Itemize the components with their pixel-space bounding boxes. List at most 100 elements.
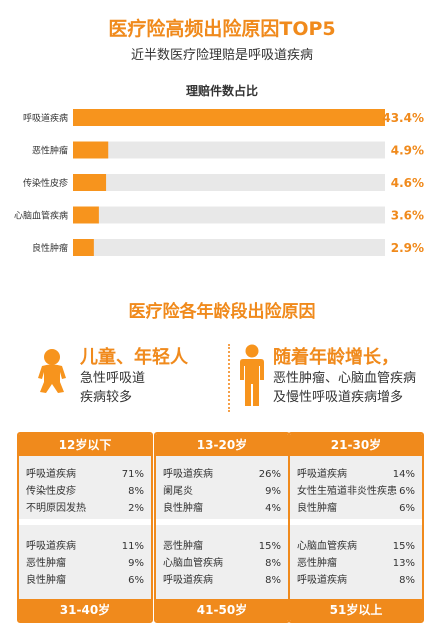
bar-3 <box>73 206 99 224</box>
table-row: 呼吸道疾病 14% <box>297 467 415 483</box>
cause-pct: 9% <box>128 558 144 569</box>
bar-track <box>73 239 385 256</box>
cause-name: 呼吸道疾病 <box>26 541 76 552</box>
cause-name: 心脑血管疾病 <box>297 541 357 552</box>
cause-name: 呼吸道疾病 <box>163 575 213 586</box>
table-row: 良性肿瘤 6% <box>297 501 415 517</box>
bar-track <box>73 141 385 159</box>
cause-name: 呼吸道疾病 <box>26 469 76 480</box>
age-label-bottom: 31-40岁 <box>19 599 151 621</box>
value-label: 4.6% <box>391 176 424 190</box>
cause-name: 不明原因发热 <box>26 503 86 514</box>
cause-pct: 8% <box>265 558 281 569</box>
table-row: 传染性皮疹 8% <box>26 484 144 500</box>
bar-0 <box>73 109 385 126</box>
age-panel-1: 13-20岁呼吸道疾病 26% 阑尾炎 9% 良性肿瘤 4% 恶性肿瘤 15% 心脑血管疾病 8%… <box>154 432 290 623</box>
bar-4 <box>73 239 94 256</box>
cause-name: 女性生殖道非炎性疾患 <box>297 486 397 497</box>
value-label: 43.4% <box>382 111 424 125</box>
adult-desc-line-2: 及慢性呼吸道疾病增多 <box>273 390 404 405</box>
bar-track <box>73 206 385 224</box>
cause-pct: 14% <box>392 469 415 480</box>
cause-name: 心脑血管疾病 <box>163 558 223 569</box>
cause-pct: 6% <box>399 486 415 497</box>
table-row: 不明原因发热 2% <box>26 501 144 517</box>
cause-pct: 8% <box>399 575 415 586</box>
panel-gap <box>156 519 288 525</box>
cause-name: 恶性肿瘤 <box>26 558 66 569</box>
cause-pct: 2% <box>128 503 144 514</box>
value-label: 4.9% <box>391 144 424 158</box>
cause-name: 呼吸道疾病 <box>297 575 347 586</box>
panel-top-body <box>290 456 422 519</box>
age-label-bottom: 41-50岁 <box>156 599 288 621</box>
cause-pct: 11% <box>121 541 144 552</box>
cause-name: 良性肿瘤 <box>297 503 337 514</box>
category-label: 心脑血管疾病 <box>14 210 68 222</box>
cause-pct: 6% <box>128 575 144 586</box>
table-row: 良性肿瘤 4% <box>163 501 281 517</box>
cause-name: 传染性皮疹 <box>26 486 76 497</box>
page-subtitle: 近半数医疗险理赔是呼吸道疾病 <box>130 48 313 63</box>
panel-gap <box>19 519 151 525</box>
cause-name: 恶性肿瘤 <box>297 558 337 569</box>
cause-name: 良性肿瘤 <box>163 503 203 514</box>
table-row: 呼吸道疾病 71% <box>26 467 144 483</box>
adult-group: 随着年龄增长， 恶性肿瘤、心脑血管疾病 及慢性呼吸道疾病增多 <box>273 343 416 407</box>
page-title: 医疗险高频出险原因TOP5 <box>108 18 336 40</box>
cause-pct: 13% <box>392 558 415 569</box>
cause-pct: 26% <box>258 469 281 480</box>
table-row: 恶性肿瘤 13% <box>297 556 415 572</box>
child-icon <box>38 349 66 393</box>
bar-track <box>73 174 385 191</box>
table-row: 呼吸道疾病 8% <box>297 573 415 589</box>
table-row: 恶性肿瘤 9% <box>26 556 144 572</box>
cause-name: 阑尾炎 <box>163 486 193 497</box>
cause-pct: 15% <box>392 541 415 552</box>
table-row: 心脑血管疾病 8% <box>163 556 281 572</box>
table-row: 阑尾炎 9% <box>163 484 281 500</box>
panel-bottom-body <box>19 525 151 599</box>
category-label: 良性肿瘤 <box>32 242 68 254</box>
cause-pct: 9% <box>265 486 281 497</box>
table-row: 良性肿瘤 6% <box>26 573 144 589</box>
cause-name: 呼吸道疾病 <box>297 469 347 480</box>
panel-top-body <box>19 456 151 519</box>
adult-heading: 随着年龄增长， <box>273 347 399 368</box>
cause-pct: 8% <box>265 575 281 586</box>
table-row: 女性生殖道非炎性疾患 6% <box>297 484 415 500</box>
child-desc-line-2: 疾病较多 <box>80 390 133 405</box>
panel-bottom-body <box>156 525 288 599</box>
cause-name: 良性肿瘤 <box>26 575 66 586</box>
age-panel-2: 21-30岁 呼吸道疾病 14% 女性生殖道非炎性疾患 6% 良性肿瘤 6% 心脑血管疾病 15… <box>288 432 424 623</box>
table-row: 呼吸道疾病 11% <box>26 539 144 555</box>
adult-desc-line-1: 恶性肿瘤、心脑血管疾病 <box>273 371 417 386</box>
cause-pct: 71% <box>121 469 144 480</box>
age-label-top: 13-20岁 <box>156 434 288 456</box>
group-divider <box>228 344 230 412</box>
value-label: 2.9% <box>391 241 424 255</box>
panel-top-body <box>156 456 288 519</box>
panel-gap <box>290 519 422 525</box>
bar-chart: 呼吸道疾病 43.4% 恶性肿瘤 4.9% 传染性皮疹 4.6% 心脑血管疾病 3.6% 良性肿… <box>14 109 424 256</box>
table-row: 呼吸道疾病 8% <box>163 573 281 589</box>
child-heading: 儿童、年轻人 <box>80 347 188 368</box>
table-row: 心脑血管疾病 15% <box>297 539 415 555</box>
bar-2 <box>73 174 107 191</box>
bar-1 <box>73 141 109 159</box>
cause-pct: 4% <box>265 503 281 514</box>
age-label-top: 12岁以下 <box>19 434 151 456</box>
age-label-top: 21-30岁 <box>290 434 422 456</box>
cause-name: 呼吸道疾病 <box>163 469 213 480</box>
cause-name: 恶性肿瘤 <box>163 541 203 552</box>
panel-bottom-body <box>290 525 422 599</box>
category-label: 呼吸道疾病 <box>23 112 68 124</box>
value-label: 3.6% <box>391 209 424 223</box>
table-row: 恶性肿瘤 15% <box>163 539 281 555</box>
age-section-title: 医疗险各年龄段出险原因 <box>128 302 316 322</box>
category-label: 传染性皮疹 <box>23 177 68 189</box>
cause-pct: 8% <box>128 486 144 497</box>
age-panel-0: 12岁以下呼吸道疾病 71% 传染性皮疹 8% 不明原因发热 2% 呼吸道疾病 11% 恶性肿瘤… <box>17 432 153 623</box>
cause-pct: 15% <box>258 541 281 552</box>
chart-title: 理赔件数占比 <box>185 84 258 98</box>
